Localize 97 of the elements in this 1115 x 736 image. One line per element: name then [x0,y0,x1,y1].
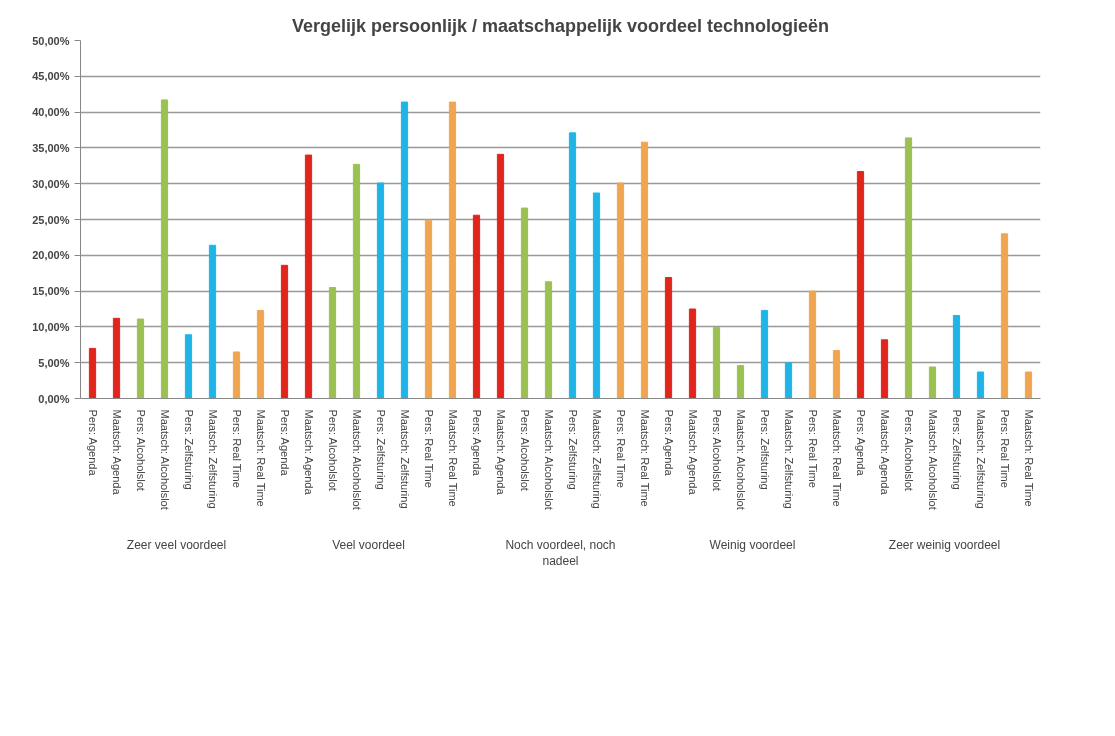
bar [856,171,865,399]
x-tick-label: Pers: Alcoholslot [902,409,915,491]
bar [808,290,817,399]
x-tick-label: Maatsch: Agenda [494,409,507,496]
x-tick-label: Maatsch: Alcoholslot [158,409,171,510]
y-tick-label: 30,00% [32,177,70,190]
x-tick-label: Pers: Agenda [86,409,99,477]
y-tick-label: 40,00% [32,106,70,119]
x-tick-label: Pers: Zelfsturing [758,409,771,490]
bar [160,99,169,399]
x-tick-label: Pers: Agenda [278,409,291,477]
x-tick-label: Maatsch: Alcoholslot [926,409,939,510]
y-tick-label: 15,00% [32,285,70,298]
bar [904,137,913,399]
x-tick-label: Pers: Agenda [854,409,867,477]
bar [280,264,289,399]
x-tick-label: Maatsch: Agenda [302,409,315,496]
bar [664,277,673,399]
x-tick-label: Pers: Real Time [806,409,819,488]
bar [760,309,769,399]
bar [520,207,529,399]
x-tick-label: Pers: Zelfsturing [182,409,195,490]
x-tick-label: Pers: Alcoholslot [710,409,723,491]
x-tick-label: Maatsch: Zelfsturing [206,409,219,509]
bar [688,308,697,399]
x-tick-label: Maatsch: Real Time [638,409,651,507]
bar [952,314,961,399]
x-tick-label: Pers: Alcoholslot [518,409,531,491]
x-tick-label: Pers: Real Time [998,409,1011,488]
x-tick-label: Maatsch: Agenda [878,409,891,496]
bar [376,182,385,399]
text: Veel voordeel [332,537,405,552]
bar [736,365,745,399]
text: Zeer weinig voordeel [888,537,1001,552]
bar [136,318,145,399]
y-tick-label: 10,00% [32,320,70,333]
x-tick-label: Pers: Real Time [614,409,627,488]
y-tick-label: 20,00% [32,249,70,262]
bar [496,153,505,399]
y-tick-label: 0,00% [38,392,70,405]
bar [544,281,553,399]
y-tick-label: 50,00% [32,34,70,47]
bar [1000,233,1009,399]
x-tick-label: Pers: Alcoholslot [326,409,339,491]
bar [592,192,601,399]
bar [1024,371,1033,399]
x-tick-label: Pers: Agenda [662,409,675,477]
bar [880,339,889,399]
bar [472,214,481,399]
bar [568,132,577,399]
x-tick-label: Maatsch: Zelfsturing [782,409,795,509]
bar [328,287,337,399]
y-tick-label: 5,00% [38,356,70,369]
x-tick-label: Pers: Real Time [422,409,435,488]
x-tick-label: Maatsch: Zelfsturing [974,409,987,509]
bar [184,334,193,399]
x-tick-label: Maatsch: Alcoholslot [350,409,363,510]
bar [976,371,985,399]
bar [400,101,409,399]
y-tick-label: 25,00% [32,213,70,226]
bar [112,317,121,399]
bar [256,309,265,399]
x-tick-label: Maatsch: Real Time [1022,409,1035,507]
x-tick-label: Pers: Alcoholslot [134,409,147,491]
bar [784,362,793,399]
x-tick-label: Maatsch: Agenda [686,409,699,496]
x-tick-label: Maatsch: Zelfsturing [590,409,603,509]
x-tick-label: Pers: Real Time [230,409,243,488]
x-tick-label: Pers: Zelfsturing [950,409,963,490]
bar [352,163,361,399]
x-tick-label: Pers: Zelfsturing [566,409,579,490]
bar [616,182,625,399]
text: Weinig voordeel [709,537,796,552]
bar [208,244,217,399]
text: Zeer veel voordeel [126,537,227,552]
x-tick-label: Maatsch: Alcoholslot [734,409,747,510]
bar [712,327,721,399]
x-tick-label: Maatsch: Alcoholslot [542,409,555,510]
chart-title: Vergelijk persoonlijk / maatschappelijk voordeel technologieën [291,15,830,36]
x-tick-label: Maatsch: Real Time [446,409,459,507]
bar [424,219,433,399]
x-tick-label: Pers: Agenda [470,409,483,477]
x-tick-label: Maatsch: Zelfsturing [398,409,411,509]
bar [304,154,313,399]
text: Noch voordeel, noch nadeel [505,537,616,569]
bar [832,350,841,399]
bar [640,141,649,399]
x-tick-label: Pers: Zelfsturing [374,409,387,490]
bar [232,351,241,399]
bar [928,366,937,399]
x-tick-label: Maatsch: Agenda [110,409,123,496]
x-tick-label: Maatsch: Real Time [830,409,843,507]
y-tick-label: 35,00% [32,141,70,154]
bar [88,347,97,399]
y-tick-label: 45,00% [32,70,70,83]
x-tick-label: Maatsch: Real Time [254,409,267,507]
bar [448,101,457,399]
